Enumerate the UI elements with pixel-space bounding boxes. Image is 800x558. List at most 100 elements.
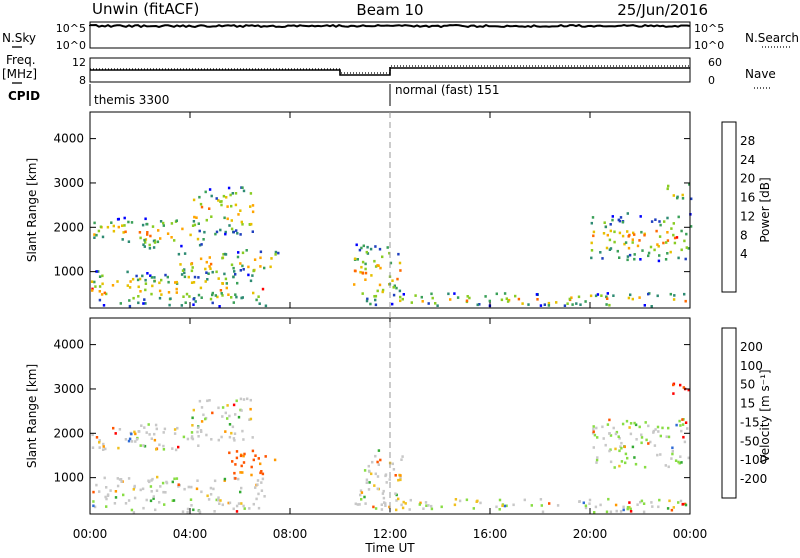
power-cell <box>239 269 242 272</box>
velocity-cell <box>374 472 377 476</box>
power-cell <box>199 257 203 261</box>
velocity-cell <box>657 430 660 433</box>
colorbar-tick-label: 8 <box>740 228 748 242</box>
power-cell <box>673 241 677 245</box>
power-cell <box>360 265 363 269</box>
power-cell <box>158 289 162 293</box>
power-cell <box>219 228 222 232</box>
power-cell <box>198 195 201 199</box>
velocity-cell <box>376 475 380 478</box>
power-cell <box>180 273 184 276</box>
velocity-cell <box>249 417 253 421</box>
power-cell <box>236 232 239 235</box>
velocity-cell <box>102 445 105 448</box>
power-cell <box>392 286 395 289</box>
power-cell <box>639 258 642 261</box>
power-cell <box>152 239 156 243</box>
power-cell <box>93 236 96 239</box>
colorbar-tick-label: 16 <box>740 191 755 205</box>
velocity-cell <box>260 489 264 492</box>
velocity-cell <box>154 508 157 512</box>
velocity-cell <box>402 500 405 504</box>
power-cell <box>608 303 611 307</box>
velocity-cell <box>376 487 379 491</box>
velocity-cell <box>249 407 252 411</box>
power-cell <box>208 256 211 259</box>
power-cell <box>401 297 404 301</box>
power-cell <box>663 220 666 223</box>
velocity-cell <box>613 466 616 469</box>
velocity-cell <box>91 433 94 437</box>
velocity-cell <box>242 398 246 401</box>
velocity-cell <box>228 501 232 505</box>
velocity-cell <box>233 432 237 435</box>
velocity-cell <box>395 499 398 502</box>
velocity-cell <box>418 503 421 506</box>
power-cell <box>112 229 116 233</box>
power-cell <box>366 245 369 249</box>
velocity-cell <box>647 424 650 428</box>
power-cell <box>374 298 377 302</box>
velocity-cell <box>356 503 359 506</box>
velocity-cell <box>198 509 201 513</box>
power-cell <box>150 276 154 279</box>
power-cell <box>517 297 521 301</box>
power-cell <box>241 296 244 299</box>
power-cell <box>143 238 146 242</box>
power-cell <box>570 296 573 299</box>
power-cell <box>215 230 219 234</box>
power-cell <box>374 303 378 307</box>
power-cell <box>97 229 101 233</box>
velocity-cell <box>621 422 625 426</box>
power-cell <box>535 293 539 296</box>
velocity-cell <box>242 438 245 441</box>
y-tick-label: 1000 <box>53 471 84 485</box>
power-cell <box>627 296 631 300</box>
velocity-cell <box>223 477 227 481</box>
power-cell <box>175 287 178 291</box>
velocity-cell <box>173 477 176 481</box>
velocity-cell <box>675 423 678 427</box>
velocity-cell <box>228 423 232 426</box>
velocity-cell <box>680 429 683 433</box>
freq-panel: Freq. [MHz] 12 8 60 0 Nave <box>2 53 776 89</box>
velocity-cell <box>365 478 369 482</box>
velocity-cell <box>139 488 142 492</box>
velocity-cell <box>681 418 684 421</box>
velocity-cell <box>143 444 147 448</box>
power-cell <box>631 241 634 244</box>
power-cell <box>197 222 200 225</box>
power-cell <box>158 296 162 300</box>
power-cell <box>160 293 163 296</box>
velocity-cell <box>114 490 118 493</box>
velocity-cell <box>636 503 639 506</box>
velocity-cell <box>147 423 150 426</box>
power-cell <box>128 286 132 289</box>
power-cell <box>245 249 248 252</box>
velocity-cell <box>130 440 134 443</box>
velocity-cell <box>242 504 245 508</box>
power-cell <box>658 235 662 238</box>
velocity-cell <box>226 404 229 407</box>
power-cell <box>148 243 151 247</box>
power-cell <box>656 294 659 298</box>
velocity-cell <box>400 503 403 507</box>
velocity-cell <box>250 473 253 477</box>
power-cell <box>521 302 524 305</box>
power-cell <box>633 257 636 261</box>
velocity-cell <box>98 490 101 493</box>
power-cell <box>143 245 146 248</box>
velocity-cell <box>210 438 213 441</box>
velocity-cell <box>472 507 475 510</box>
nave-series <box>90 65 690 74</box>
power-cell <box>175 291 178 294</box>
velocity-cell <box>582 501 585 505</box>
power-cell <box>666 239 670 242</box>
velocity-cell <box>200 490 203 494</box>
nsky-label: N.Sky <box>2 31 36 45</box>
power-cell <box>237 213 240 216</box>
power-cell <box>218 305 221 308</box>
velocity-cell <box>578 500 581 503</box>
velocity-cell <box>161 481 165 485</box>
velocity-cell <box>678 419 681 423</box>
